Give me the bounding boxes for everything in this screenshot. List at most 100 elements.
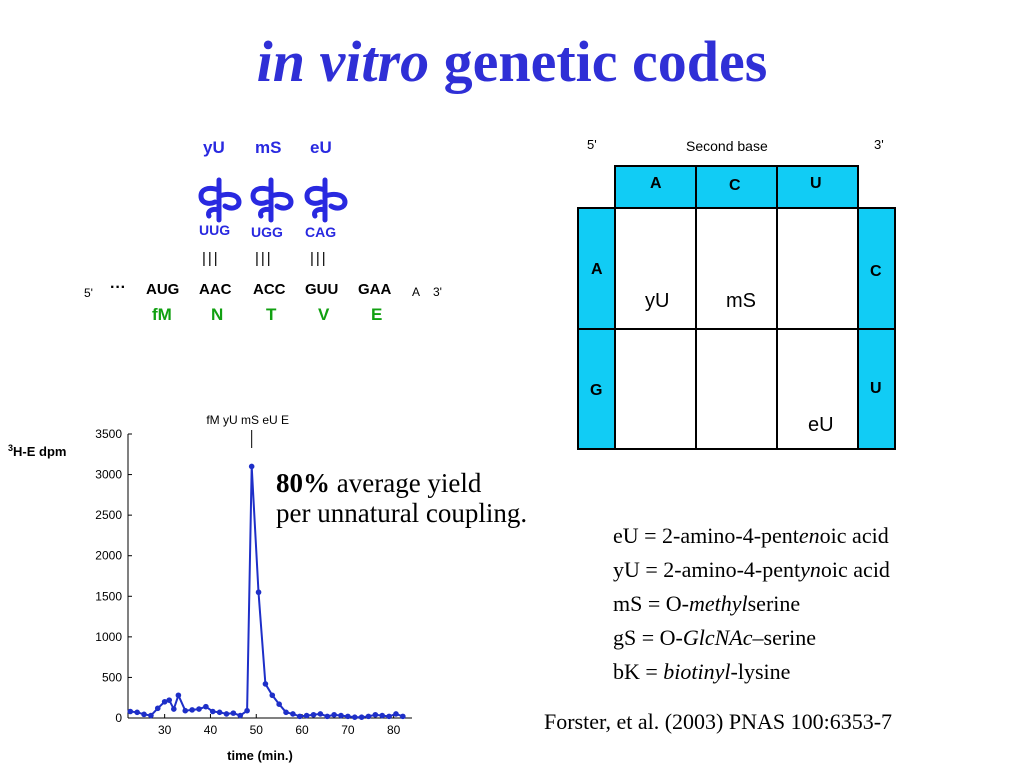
codon: AUG <box>146 281 180 298</box>
data-point <box>331 711 337 718</box>
third-base-label: C <box>870 263 882 280</box>
data-point <box>269 692 276 699</box>
row-label: A <box>591 261 603 278</box>
data-point <box>134 709 140 716</box>
table-three-prime: 3' <box>874 137 884 152</box>
third-base-c <box>857 207 896 330</box>
abbreviation-text: serine <box>747 591 801 616</box>
table-entry-ms: mS <box>726 290 756 312</box>
row-header-a <box>577 207 616 330</box>
y-tick-label: 2000 <box>95 549 122 563</box>
yield-line1: average yield <box>336 468 482 498</box>
data-point <box>351 714 358 720</box>
data-point <box>223 711 230 717</box>
amino-acid: N <box>211 305 224 324</box>
abbreviation-line: gS = O-GlcNAc–serine <box>613 621 890 655</box>
anticodon-eu: CAG <box>305 224 337 240</box>
column-header-a <box>614 165 697 209</box>
y-tick-label: 3000 <box>95 468 122 482</box>
data-point <box>372 711 379 718</box>
title-italic: in vitro <box>256 29 430 94</box>
data-point <box>148 712 154 719</box>
abbreviation-text: gS = O- <box>613 625 683 650</box>
trna-cloverleaf-icon <box>304 177 348 223</box>
data-point <box>127 708 134 715</box>
x-tick-label: 50 <box>250 723 264 737</box>
citation: Forster, et al. (2003) PNAS 100:6353-7 <box>544 709 893 734</box>
trna-cloverleaf-icons <box>198 177 348 223</box>
data-point <box>345 713 351 720</box>
abbreviation-italic: yn <box>800 557 821 582</box>
abbreviation-text: -lysine <box>730 659 791 684</box>
y-tick-label: 0 <box>115 711 122 725</box>
data-point <box>324 713 331 720</box>
data-point <box>196 706 202 712</box>
data-point <box>171 706 177 712</box>
y-tick-label: 3500 <box>95 427 122 441</box>
data-point <box>310 711 317 718</box>
anticodon-ms: UGG <box>251 224 283 240</box>
abbreviation-text: yU = 2-amino-4-pent <box>613 557 801 582</box>
table-entry-yu: yU <box>645 290 670 312</box>
peak-annotation: fM yU mS eU E <box>206 413 289 427</box>
title-rest: genetic codes <box>443 29 768 94</box>
abbreviation-line: yU = 2-amino-4-pentynoic acid <box>613 553 890 587</box>
data-point <box>400 713 406 720</box>
y-tick-label: 1500 <box>95 589 122 603</box>
data-point <box>365 713 372 720</box>
table-header: Second base <box>686 138 768 154</box>
data-point <box>276 701 282 708</box>
y-tick-label: 2500 <box>95 508 122 522</box>
data-point <box>303 712 310 719</box>
abbreviation-italic: GlcNAc <box>682 625 753 650</box>
y-axis-label-text: H-E dpm <box>13 444 66 459</box>
column-label: U <box>810 175 822 192</box>
abbreviation-line: bK = biotinyl-lysine <box>613 655 890 689</box>
data-point <box>393 711 399 717</box>
x-tick-label: 60 <box>295 723 309 737</box>
codon: GAA <box>358 281 392 298</box>
data-point <box>317 711 324 717</box>
amino-acid: T <box>266 305 277 324</box>
pair-bars: ||| <box>202 250 220 267</box>
data-point <box>237 712 244 719</box>
elution-chart: 0 500 1000 1500 2000 2500 3000 3500 30 40 50 60 70 80… <box>8 413 412 763</box>
codon: GUU <box>305 281 339 298</box>
abbreviation-list: eU = 2-amino-4-pentenoic acid yU = 2-amin… <box>613 519 890 689</box>
mrna-tail: A <box>412 285 421 299</box>
abbreviation-line: mS = O-methylserine <box>613 587 890 621</box>
abbreviation-text: bK = <box>613 659 664 684</box>
trna-cloverleaf-icon <box>198 177 242 223</box>
data-point <box>216 709 223 716</box>
data-point <box>255 589 262 596</box>
data-point <box>154 705 161 712</box>
trna-label-ms: mS <box>255 138 282 157</box>
abbreviation-italic: en <box>798 523 820 548</box>
pair-bars: ||| <box>255 250 273 267</box>
abbreviation-text: oic acid <box>820 557 890 582</box>
data-point <box>175 692 182 699</box>
data-point <box>290 711 296 717</box>
codon-cell <box>776 207 859 330</box>
row-label: G <box>590 382 603 399</box>
x-tick-label: 70 <box>341 723 355 737</box>
page-title: in vitro genetic codes <box>0 28 1024 95</box>
abbreviation-text: mS = O- <box>613 591 689 616</box>
data-point <box>141 711 147 718</box>
mrna-five-prime: 5' <box>84 286 93 300</box>
data-point <box>166 697 173 703</box>
x-axis-label: time (min.) <box>227 748 293 763</box>
data-point <box>248 463 255 470</box>
y-tick-label: 500 <box>102 670 122 684</box>
codon: AAC <box>199 281 232 298</box>
data-point <box>379 712 386 719</box>
table-five-prime: 5' <box>587 137 597 152</box>
data-point <box>189 707 195 713</box>
pair-bars: ||| <box>310 250 328 267</box>
y-axis-label-superscript: 3 <box>8 443 13 453</box>
yield-percent: 80% <box>276 468 330 498</box>
codon-cell <box>695 328 778 450</box>
yield-line2: per unnatural coupling. <box>276 498 528 528</box>
abbreviation-text: oic acid <box>819 523 889 548</box>
abbreviation-italic: biotinyl <box>663 659 731 684</box>
